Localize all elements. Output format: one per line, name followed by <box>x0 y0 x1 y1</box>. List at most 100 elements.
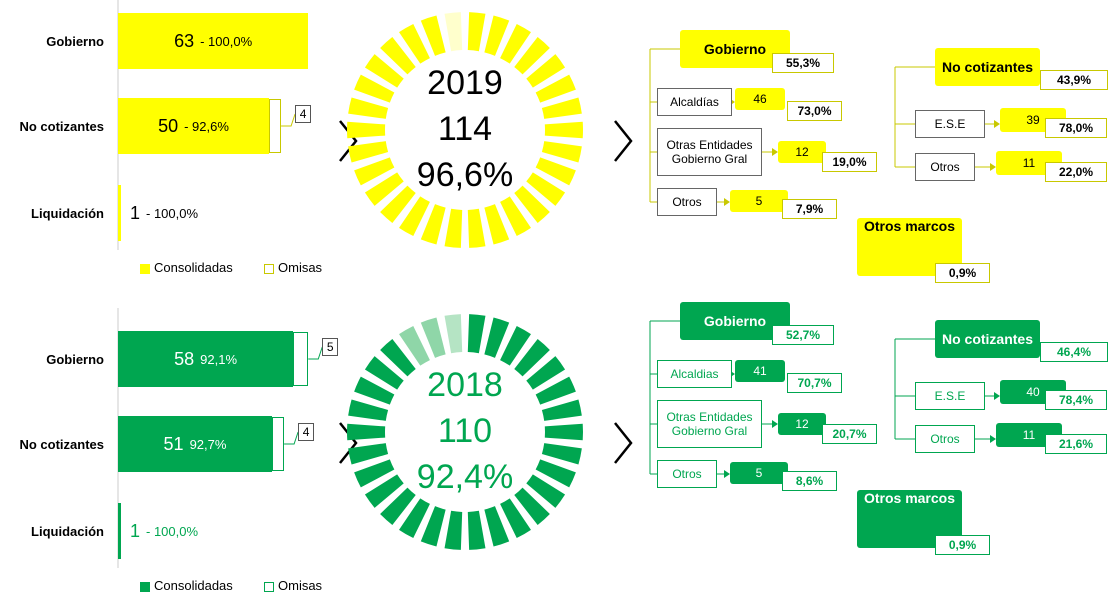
chevron <box>614 422 633 464</box>
legend-swatch <box>140 264 150 274</box>
donut-segment <box>467 510 486 550</box>
count: 51 <box>163 433 184 454</box>
arrow-head <box>724 470 730 478</box>
arrow-head <box>994 392 1000 400</box>
pct: - 100,0% <box>146 205 199 221</box>
count: 1 <box>130 202 141 223</box>
node-pct: 0,9% <box>935 535 990 555</box>
bar <box>118 98 269 154</box>
legend-label: Omisas <box>278 578 323 593</box>
chevron <box>339 120 358 162</box>
legend-swatch <box>140 582 150 592</box>
bar-label: No cotizantes <box>19 436 104 452</box>
donut-segment <box>541 399 582 421</box>
child-label: Otras Entidades Gobierno Gral <box>657 400 762 448</box>
omisas-label: 4 <box>298 423 315 441</box>
node-pct: 7,9% <box>782 199 837 219</box>
donut-segment <box>380 185 416 223</box>
count: 1 <box>130 520 141 541</box>
node-pct: 46,4% <box>1040 342 1108 362</box>
node: 5 <box>730 190 788 212</box>
donut-segment <box>420 317 446 358</box>
donut-segment <box>500 196 531 237</box>
arrow-head <box>994 120 1000 128</box>
donut-segment <box>399 23 430 64</box>
donut-segment <box>380 487 416 525</box>
child-label: Otros <box>657 188 717 216</box>
pct: 92,7% <box>189 436 227 452</box>
node-pct: 8,6% <box>782 471 837 491</box>
donut-segment <box>541 97 582 119</box>
arrow-head <box>990 435 996 443</box>
node-pct: 78,0% <box>1045 118 1107 138</box>
node: 46 <box>735 88 785 110</box>
node-pct: 20,7% <box>822 424 877 444</box>
node: No cotizantes <box>935 320 1040 358</box>
pct: 92,1% <box>200 351 238 367</box>
child-label: Otros <box>657 460 717 488</box>
omisas-label: 4 <box>295 105 312 123</box>
donut-segment <box>420 15 446 56</box>
omisas-bar <box>293 332 309 386</box>
donut-segment <box>364 54 404 88</box>
bar <box>118 185 122 241</box>
legend-swatch <box>264 582 274 592</box>
pct: - 100,0% <box>146 523 199 539</box>
donut-year: 2018 <box>427 365 503 404</box>
count: 58 <box>174 348 195 369</box>
donut-segment <box>399 196 430 237</box>
donut-segment <box>380 339 416 377</box>
child-label: Otros <box>915 425 975 453</box>
node: 12 <box>778 141 826 163</box>
connector <box>281 113 296 127</box>
node-pct: 22,0% <box>1045 162 1107 182</box>
node: Gobierno <box>680 302 790 340</box>
bar-value: 50 - 92,6% <box>118 98 269 154</box>
donut-segment <box>514 185 550 223</box>
donut-segment <box>354 376 395 405</box>
donut-segment <box>526 474 566 508</box>
donut-segment <box>535 376 576 405</box>
donut-segment <box>484 317 510 358</box>
node-pct: 19,0% <box>822 152 877 172</box>
donut-segment <box>420 204 446 245</box>
donut-segment <box>541 141 582 163</box>
donut-segment <box>380 37 416 75</box>
donut-segment <box>514 487 550 525</box>
legend-label: Omisas <box>278 260 323 275</box>
child-label: E.S.E <box>915 382 985 410</box>
donut-segment <box>347 121 386 139</box>
chevron <box>339 422 358 464</box>
donut-segment <box>348 141 389 163</box>
donut-segment <box>541 443 582 465</box>
donut-segment <box>467 208 486 248</box>
bar-label: Liquidación <box>31 205 104 221</box>
node: 5 <box>730 462 788 484</box>
donut-segment <box>544 423 583 441</box>
arrow-head <box>772 420 778 428</box>
donut-segment <box>444 314 463 354</box>
bar-label: Gobierno <box>46 351 104 367</box>
bar-value: 58 92,1% <box>118 331 293 387</box>
connector <box>284 431 299 445</box>
node-pct: 21,6% <box>1045 434 1107 454</box>
donut-segment <box>467 314 486 354</box>
child-label: Alcaldias <box>657 360 732 388</box>
donut-segment <box>484 506 510 547</box>
donut-segment <box>444 12 463 52</box>
omisas-bar <box>269 99 282 153</box>
node-pct: 43,9% <box>1040 70 1108 90</box>
omisas-label: 5 <box>322 338 339 356</box>
donut-segment <box>535 157 576 186</box>
bar <box>118 416 273 472</box>
donut-segment <box>364 172 404 206</box>
arrow-head <box>724 198 730 206</box>
connector <box>308 346 323 360</box>
chevron <box>614 120 633 162</box>
donut-segment <box>354 157 395 186</box>
donut-segment <box>348 97 389 119</box>
arrow-head <box>990 163 996 171</box>
bar-value: 63 - 100,0% <box>118 13 308 69</box>
